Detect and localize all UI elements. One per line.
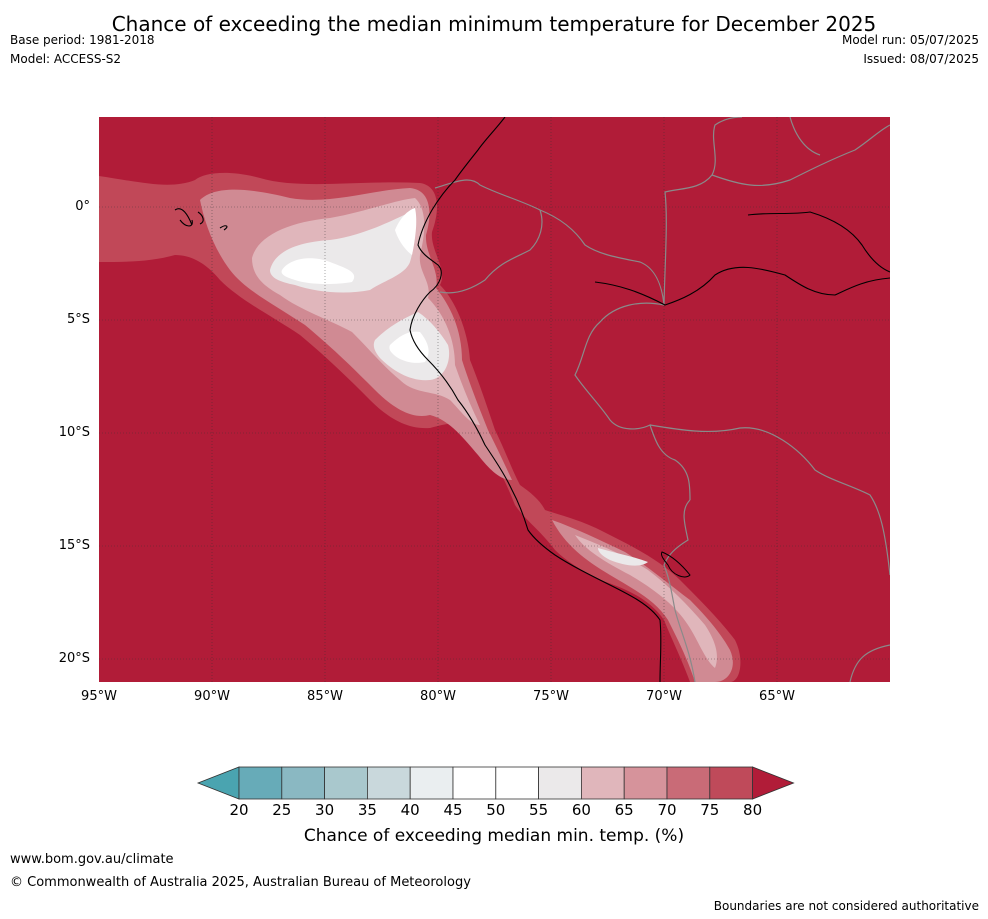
lon-label-80w: 80°W xyxy=(420,689,456,704)
meta-right: Model run: 05/07/2025 Issued: 08/07/2025 xyxy=(842,31,979,69)
coastline xyxy=(174,117,890,682)
lat-label-20s: 20°S xyxy=(58,651,90,666)
contour-50 xyxy=(281,208,429,363)
colorbar-tick-label: 40 xyxy=(400,801,420,819)
colorbar-cell xyxy=(409,766,454,800)
footer-note: Boundaries are not considered authoritat… xyxy=(713,899,979,913)
contour-75 xyxy=(99,172,741,682)
meta-left: Base period: 1981-2018 Model: ACCESS-S2 xyxy=(10,31,155,69)
colorbar-tick-label: 80 xyxy=(743,801,763,819)
issued-text: Issued: 08/07/2025 xyxy=(863,52,979,66)
colorbar xyxy=(196,766,795,800)
lake-titicaca xyxy=(661,551,691,578)
colorbar-cell xyxy=(580,766,625,800)
footer-url: www.bom.gov.au/climate xyxy=(10,852,174,867)
colorbar-tick-label: 60 xyxy=(571,801,591,819)
model-run-text: Model run: 05/07/2025 xyxy=(841,33,979,47)
lat-label-15s: 15°S xyxy=(58,538,90,553)
graticule xyxy=(99,117,890,682)
colorbar-cell xyxy=(324,766,368,800)
colorbar-tick-label: 20 xyxy=(229,801,249,819)
colorbar-tick-label: 65 xyxy=(614,801,634,819)
colorbar-tick-label: 35 xyxy=(357,801,377,819)
colorbar-tick-label: 50 xyxy=(486,801,506,819)
colorbar-tick-label: 25 xyxy=(272,801,292,819)
lat-label-5s: 5°S xyxy=(66,312,90,327)
lat-label-10s: 10°S xyxy=(58,425,90,440)
colorbar-tick-label: 30 xyxy=(315,801,335,819)
lon-label-70w: 70°W xyxy=(646,689,682,704)
colorbar-cell xyxy=(366,766,411,800)
colorbar-cell xyxy=(666,766,711,800)
lon-label-75w: 75°W xyxy=(533,689,569,704)
colorbar-tick-label: 45 xyxy=(443,801,463,819)
colorbar-cell xyxy=(238,766,283,800)
map-title: Chance of exceeding the median minimum t… xyxy=(111,12,877,36)
colorbar-tick-label: 75 xyxy=(700,801,720,819)
colorbar-tick-label: 55 xyxy=(529,801,549,819)
base-period-text: Base period: 1981-2018 xyxy=(10,33,155,47)
footer-copyright: © Commonwealth of Australia 2025, Austra… xyxy=(10,875,471,890)
colorbar-label: Chance of exceeding median min. temp. (%… xyxy=(303,826,685,846)
colorbar-cell xyxy=(623,766,668,800)
country-borders xyxy=(434,117,890,682)
model-text: Model: ACCESS-S2 xyxy=(10,52,122,66)
colorbar-cell xyxy=(495,766,539,800)
colorbar-cell xyxy=(281,766,326,800)
colorbar-arrow-low xyxy=(196,766,240,800)
lon-label-95w: 95°W xyxy=(81,689,117,704)
colorbar-tick-label: 70 xyxy=(657,801,677,819)
lat-label-0: 0° xyxy=(75,199,90,214)
lon-label-85w: 85°W xyxy=(307,689,343,704)
colorbar-cell xyxy=(452,766,497,800)
lon-label-65w: 65°W xyxy=(759,689,795,704)
colorbar-arrow-high xyxy=(752,766,795,800)
colorbar-cell xyxy=(538,766,582,800)
lon-label-90w: 90°W xyxy=(194,689,230,704)
colorbar-cell xyxy=(709,766,753,800)
